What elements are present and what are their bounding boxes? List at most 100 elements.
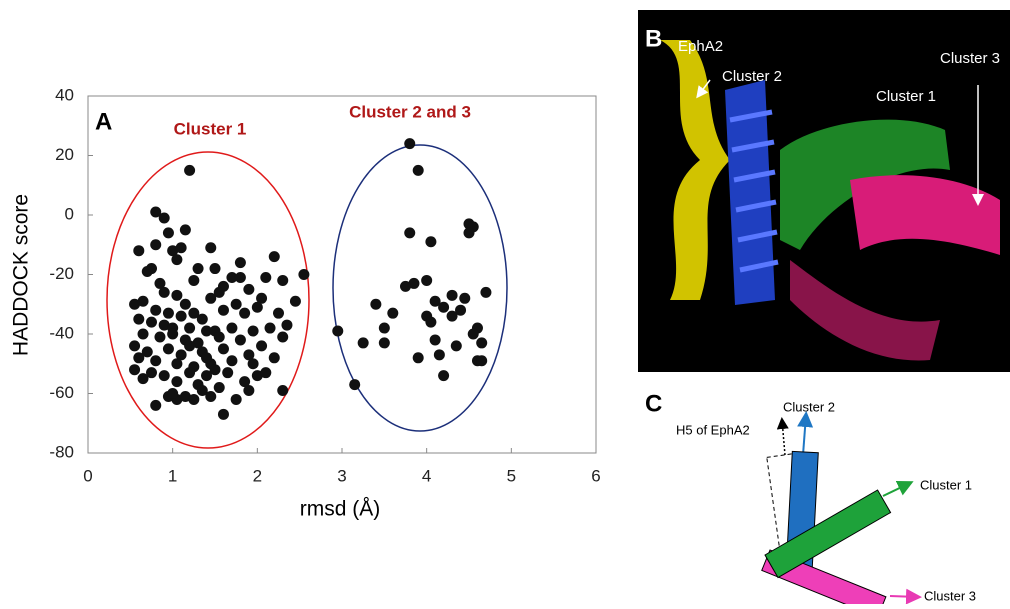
point [180,224,191,235]
point [154,331,165,342]
panel-label: A [95,108,112,135]
point [210,364,221,375]
point [459,293,470,304]
point [349,379,360,390]
diagram-label: H5 of EphA2 [676,422,750,437]
point [226,355,237,366]
point [214,287,225,298]
point [222,367,233,378]
point [379,337,390,348]
point [184,165,195,176]
structure-label: Cluster 1 [876,88,936,105]
point [214,331,225,342]
point [379,323,390,334]
point [370,299,381,310]
point [438,302,449,313]
point [281,320,292,331]
point [290,296,301,307]
x-tick-label: 3 [337,466,346,485]
point [133,245,144,256]
x-tick-label: 4 [422,466,431,485]
x-axis-label: rmsd (Å) [300,498,381,521]
point [171,254,182,265]
point [133,314,144,325]
point [167,329,178,340]
x-tick-label: 0 [83,466,92,485]
point [464,227,475,238]
point [231,394,242,405]
structure-label: EphA2 [678,38,723,55]
point [476,355,487,366]
point [438,370,449,381]
point [480,287,491,298]
y-tick-label: -60 [49,383,74,402]
x-tick-label: 2 [253,466,262,485]
point [413,352,424,363]
point [176,242,187,253]
point [163,343,174,354]
y-tick-label: -20 [49,264,74,283]
y-tick-label: -80 [49,442,74,461]
point [447,311,458,322]
point [163,227,174,238]
point [159,212,170,223]
point [265,323,276,334]
point [252,302,263,313]
diagram-label: Cluster 1 [920,477,972,492]
point [421,275,432,286]
point [447,290,458,301]
point [197,314,208,325]
annotation: Cluster 1 [174,119,247,138]
point [476,337,487,348]
point [184,323,195,334]
structure-label: Cluster 2 [722,68,782,85]
x-tick-label: 5 [507,466,516,485]
point [404,138,415,149]
structure-panel: B EphA2 Cluster 2 Cluster 1 Cluster 3 [638,10,1010,372]
point [430,334,441,345]
point [218,409,229,420]
point [269,352,280,363]
diagram-label: Cluster 2 [783,399,835,414]
y-tick-label: 40 [55,85,74,104]
point [138,296,149,307]
point [133,352,144,363]
point [150,305,161,316]
cluster-23-ellipse [333,145,507,431]
point [159,370,170,381]
y-tick-label: -40 [49,323,74,342]
x-tick-label: 1 [168,466,177,485]
point [193,263,204,274]
point [188,275,199,286]
point [226,323,237,334]
point [451,340,462,351]
point [176,311,187,322]
point [235,334,246,345]
point [277,275,288,286]
point [260,367,271,378]
point [298,269,309,280]
point [171,290,182,301]
point [239,308,250,319]
point [277,331,288,342]
point [142,266,153,277]
point [129,340,140,351]
scatter-panel: A Cluster 1 Cluster 2 and 3 rmsd (Å) HAD… [10,85,601,520]
structure-label: Cluster 3 [940,50,1000,67]
point [387,308,398,319]
point [400,281,411,292]
y-tick-label: 0 [65,204,74,223]
y-tick-label: 20 [55,145,74,164]
point [235,257,246,268]
diagram-panel: C Cluster 2 H5 of EphA2 Cluster 1 Cluste… [645,390,976,604]
point [159,287,170,298]
y-axis-label: HADDOCK score [10,194,33,356]
diagram-label: Cluster 3 [924,588,976,603]
point [146,317,157,328]
point [129,364,140,375]
panel-label: B [645,25,662,52]
point [150,400,161,411]
point [260,272,271,283]
point [218,343,229,354]
point [205,242,216,253]
